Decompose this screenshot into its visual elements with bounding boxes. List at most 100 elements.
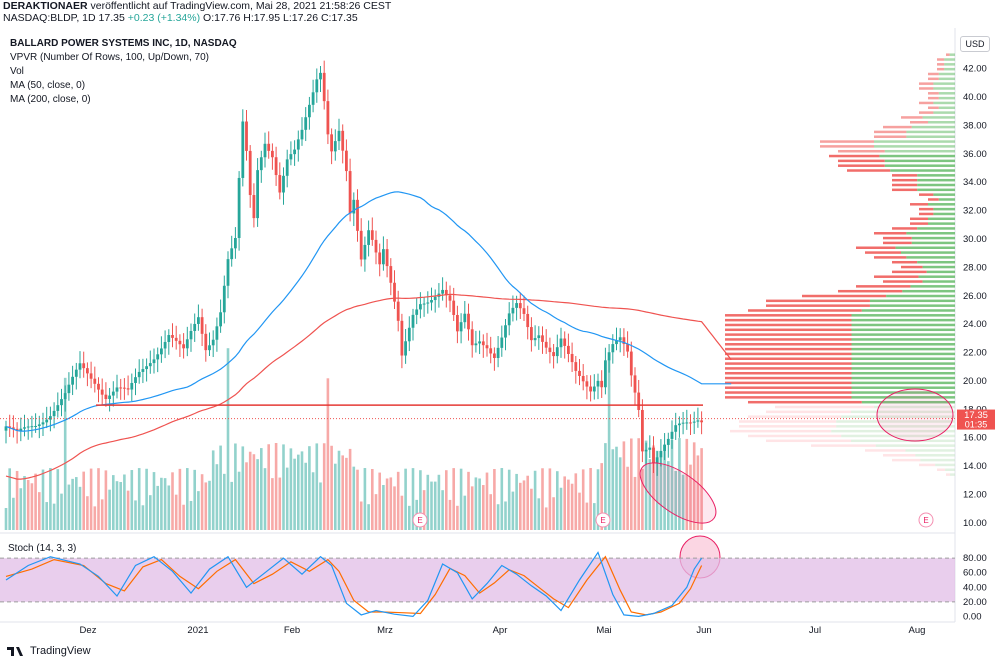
volume-bar xyxy=(52,503,56,530)
vpvr-bar-up xyxy=(933,212,955,216)
candle-body xyxy=(604,360,607,388)
vpvr-bar-down xyxy=(928,92,939,95)
legend-vpvr[interactable]: VPVR (Number Of Rows, 100, Up/Down, 70) xyxy=(10,52,209,63)
candle-body xyxy=(622,337,626,345)
vpvr-bar-up xyxy=(935,463,955,467)
volume-bar xyxy=(100,499,104,530)
vpvr-bar-up xyxy=(917,227,955,230)
vpvr-bar-up xyxy=(851,352,955,356)
volume-bar xyxy=(448,499,452,530)
vpvr-bar-up xyxy=(875,444,955,447)
candle-body xyxy=(552,352,555,357)
candle-body xyxy=(78,363,82,370)
stoch-tick-label: 0.00 xyxy=(963,611,982,622)
volume-bar xyxy=(152,472,156,530)
volume-bar xyxy=(237,471,241,530)
vpvr-bar-down xyxy=(883,280,923,283)
volume-bar xyxy=(271,478,274,530)
volume-bar xyxy=(493,468,496,530)
vpvr-bar-up xyxy=(928,222,955,225)
vpvr-bar-up xyxy=(884,164,955,167)
volume-bar xyxy=(322,443,326,530)
candle-body xyxy=(333,141,337,152)
candle-body xyxy=(493,353,496,358)
vpvr-bar-down xyxy=(919,207,934,211)
volume-bar xyxy=(234,443,237,530)
candle-body xyxy=(256,170,259,219)
vpvr-bar-down xyxy=(874,232,907,235)
volume-bar xyxy=(570,483,574,530)
candle-body xyxy=(533,338,537,341)
volume-bar xyxy=(326,378,330,530)
vpvr-profile xyxy=(725,53,955,476)
candle-body xyxy=(393,282,396,302)
stoch-tick-label: 20.00 xyxy=(963,597,987,608)
vpvr-bar-down xyxy=(910,217,928,221)
volume-bar xyxy=(437,474,441,530)
legend-ma50[interactable]: MA (50, close, 0) xyxy=(10,80,86,91)
volume-bar xyxy=(611,449,615,530)
candle-body xyxy=(356,199,359,231)
candle-body xyxy=(559,338,563,348)
volume-bar xyxy=(115,481,119,530)
vpvr-bar-down xyxy=(919,463,936,467)
candle-body xyxy=(123,387,126,389)
price-tick-label: 36.00 xyxy=(963,149,987,160)
volume-bar xyxy=(345,457,348,530)
volume-bar xyxy=(41,469,45,530)
vpvr-bar-down xyxy=(928,198,939,201)
tradingview-logo[interactable]: TradingView xyxy=(6,645,91,657)
volume-bar xyxy=(393,486,396,530)
time-tick-label: Dez xyxy=(80,625,97,636)
candle-body xyxy=(585,381,589,387)
vpvr-bar-down xyxy=(865,449,906,452)
volume-bar xyxy=(515,473,518,530)
candle-body xyxy=(400,320,404,356)
candle-body xyxy=(163,341,167,349)
vpvr-bar-up xyxy=(938,72,955,76)
price-tick-label: 16.00 xyxy=(963,433,987,444)
vpvr-bar-up xyxy=(851,410,955,414)
volume-bar xyxy=(359,501,363,530)
vpvr-bar-down xyxy=(892,458,921,462)
vpvr-bar-down xyxy=(892,174,918,177)
candle-body xyxy=(389,266,393,283)
vpvr-bar-down xyxy=(725,386,852,389)
vpvr-bar-down xyxy=(725,352,852,356)
candle-body xyxy=(52,410,56,417)
vpvr-bar-down xyxy=(910,222,928,225)
vpvr-bar-up xyxy=(895,246,955,249)
legend-ma200[interactable]: MA (200, close, 0) xyxy=(10,94,91,105)
ma200-line xyxy=(5,293,732,480)
candle-body xyxy=(478,341,481,344)
candle-body xyxy=(655,457,659,464)
vpvr-bar-up xyxy=(851,381,955,385)
vpvr-bar-down xyxy=(892,183,918,187)
volume-bar xyxy=(404,468,407,530)
candle-body xyxy=(156,354,160,360)
candle-body xyxy=(581,375,585,382)
vpvr-bar-up xyxy=(933,82,955,85)
volume-bar xyxy=(659,452,663,530)
vpvr-bar-up xyxy=(933,87,955,90)
candle-body xyxy=(330,134,333,152)
currency-badge[interactable]: USD xyxy=(960,36,990,52)
volume-bar xyxy=(652,445,655,530)
candle-body xyxy=(537,335,541,339)
vpvr-bar-up xyxy=(851,439,955,443)
legend-vol[interactable]: Vol xyxy=(10,66,24,77)
candle-body xyxy=(119,387,123,389)
vpvr-bar-down xyxy=(919,111,934,114)
volume-bar xyxy=(123,474,126,530)
vpvr-bar-down xyxy=(883,241,912,245)
candle-body xyxy=(263,143,267,158)
candle-body xyxy=(589,386,592,392)
candle-body xyxy=(626,344,629,352)
stoch-tick-label: 40.00 xyxy=(963,582,987,593)
vpvr-bar-down xyxy=(775,405,874,409)
publisher-name[interactable]: DERAKTIONAER xyxy=(3,0,88,12)
vpvr-bar-up xyxy=(851,318,955,322)
candle-body xyxy=(311,92,315,105)
candle-body xyxy=(666,438,670,445)
